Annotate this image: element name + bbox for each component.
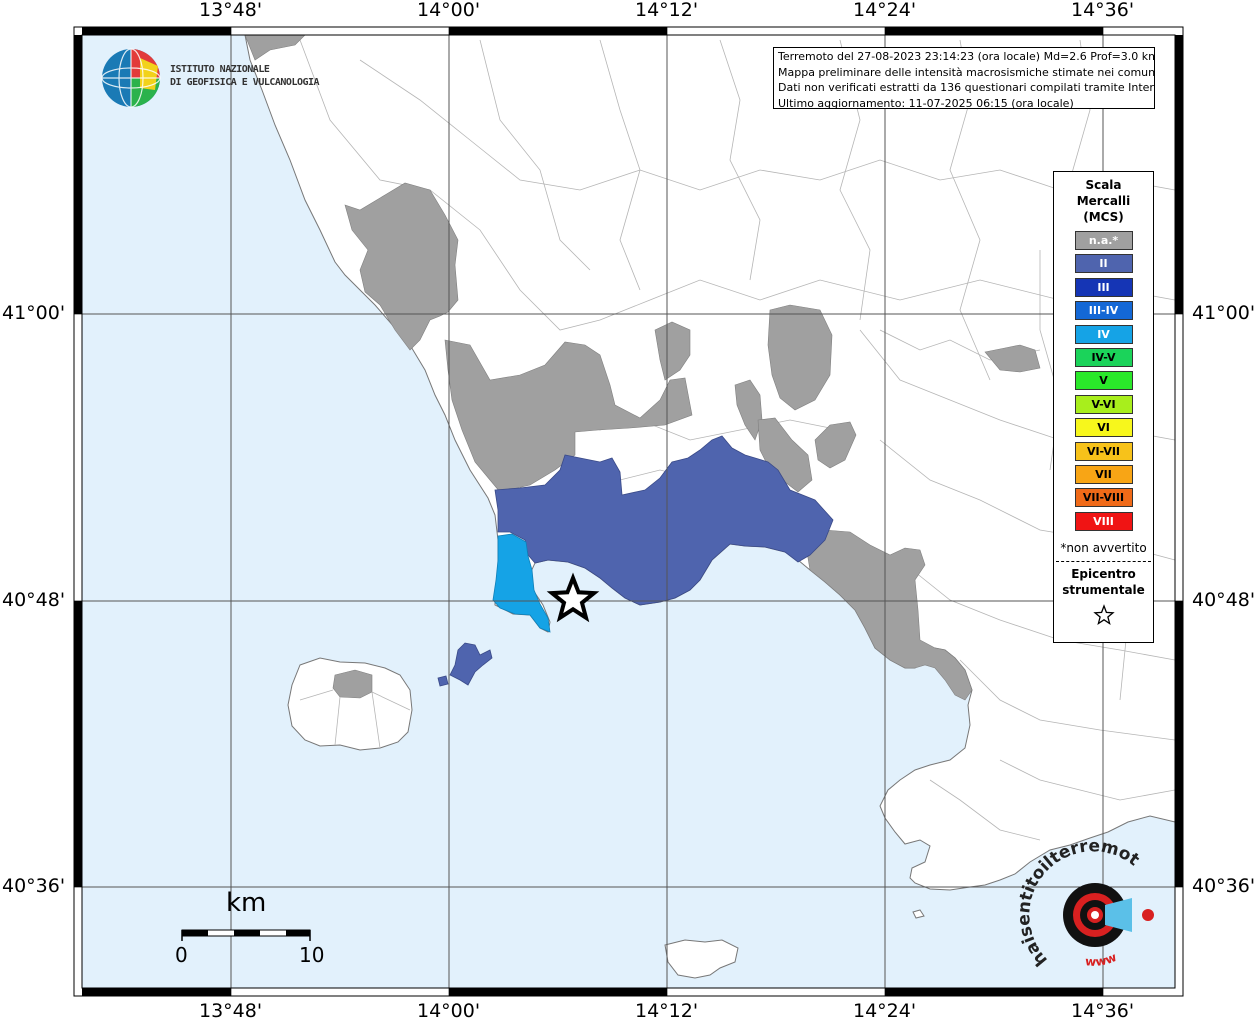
event-info-line-2: Mappa preliminare delle intensità macros… bbox=[778, 65, 1155, 79]
institution-line-1: ISTITUTO NAZIONALE bbox=[170, 64, 270, 75]
event-info-line-1: Terremoto del 27-08-2023 23:14:23 (ora l… bbox=[778, 50, 1155, 63]
lon-label-top-1: 13°48' bbox=[199, 0, 263, 21]
event-info-line-3: Dati non verificati estratti da 136 ques… bbox=[778, 81, 1155, 94]
scale-bar-end: 10 bbox=[299, 943, 325, 967]
legend-swatches: n.a.* II III III-IV IV IV-V V V-VI VI VI-VII VII VI… bbox=[1054, 231, 1153, 531]
lat-label-right-3: 40°36' bbox=[1192, 875, 1256, 897]
intensity-IV-area bbox=[492, 533, 551, 633]
legend-swatch: II bbox=[1074, 254, 1133, 274]
ischia-island bbox=[287, 657, 413, 751]
event-info-line-4: Ultimo aggiornamento: 11-07-2025 06:15 (… bbox=[778, 96, 1074, 109]
lat-label-left-2: 40°48' bbox=[2, 589, 66, 611]
legend-swatch: IV bbox=[1074, 324, 1133, 344]
lon-label-top-2: 14°00' bbox=[417, 0, 481, 21]
ischia-boundaries bbox=[299, 689, 411, 749]
epicenter-star bbox=[546, 572, 600, 623]
scale-bar-unit: km bbox=[226, 888, 267, 918]
legend-swatch: III-IV bbox=[1074, 301, 1133, 321]
coast-small-island bbox=[912, 909, 925, 919]
lon-label-bottom-3: 14°12' bbox=[635, 1000, 699, 1022]
legend-title: Scala Mercalli (MCS) bbox=[1076, 178, 1131, 224]
legend-swatch: VI bbox=[1074, 418, 1133, 438]
capri-island bbox=[664, 939, 739, 979]
legend-epicenter-title: Epicentro strumentale bbox=[1062, 566, 1145, 597]
legend-swatch: n.a.* bbox=[1074, 231, 1133, 250]
map-frame bbox=[73, 26, 1184, 997]
ischia-na-area bbox=[332, 669, 373, 699]
ingv-logo-icon bbox=[101, 48, 161, 108]
lon-label-top-3: 14°12' bbox=[635, 0, 699, 21]
legend-swatch: V bbox=[1074, 371, 1133, 391]
lon-label-top-4: 14°24' bbox=[853, 0, 917, 21]
legend-separator bbox=[1056, 560, 1151, 562]
legend-swatch: V-VI bbox=[1074, 394, 1133, 414]
graticule bbox=[74, 27, 1183, 996]
legend-swatch: VI-VII bbox=[1074, 441, 1133, 461]
procida-island bbox=[449, 642, 493, 686]
lon-label-bottom-2: 14°00' bbox=[417, 1000, 481, 1022]
intensity-legend: Scala Mercalli (MCS) n.a.* II III III-IV IV I… bbox=[1053, 171, 1154, 643]
lon-label-bottom-5: 14°36' bbox=[1071, 1000, 1135, 1022]
legend-epicenter-star-icon bbox=[1092, 603, 1115, 625]
institution-name: ISTITUTO NAZIONALE DI GEOFISICA E VULCAN… bbox=[170, 63, 320, 89]
vivara-island bbox=[437, 675, 449, 687]
legend-swatch: IV-V bbox=[1074, 347, 1133, 367]
legend-swatch: VII-VIII bbox=[1074, 488, 1133, 508]
lon-label-bottom-1: 13°48' bbox=[199, 1000, 263, 1022]
scale-bar-start: 0 bbox=[175, 943, 188, 967]
institution-line-2: DI GEOFISICA E VULCANOLOGIA bbox=[170, 77, 320, 88]
legend-note: *non avvertito bbox=[1060, 540, 1147, 555]
lat-label-left-3: 40°36' bbox=[2, 875, 66, 897]
lon-label-bottom-4: 14°24' bbox=[853, 1000, 917, 1022]
lat-label-right-2: 40°48' bbox=[1192, 589, 1256, 611]
lon-label-top-5: 14°36' bbox=[1071, 0, 1135, 21]
event-info-box: Terremoto del 27-08-2023 23:14:23 (ora l… bbox=[773, 47, 1155, 109]
lat-label-right-1: 41°00' bbox=[1192, 302, 1256, 324]
legend-swatch: III bbox=[1074, 277, 1133, 297]
legend-swatch: VIII bbox=[1074, 511, 1133, 531]
legend-swatch: VII bbox=[1074, 464, 1133, 484]
scale-bar bbox=[181, 929, 311, 941]
lat-label-left-1: 41°00' bbox=[2, 302, 66, 324]
intensity-II-area bbox=[494, 435, 834, 606]
intensity-na-areas bbox=[244, 34, 1041, 701]
